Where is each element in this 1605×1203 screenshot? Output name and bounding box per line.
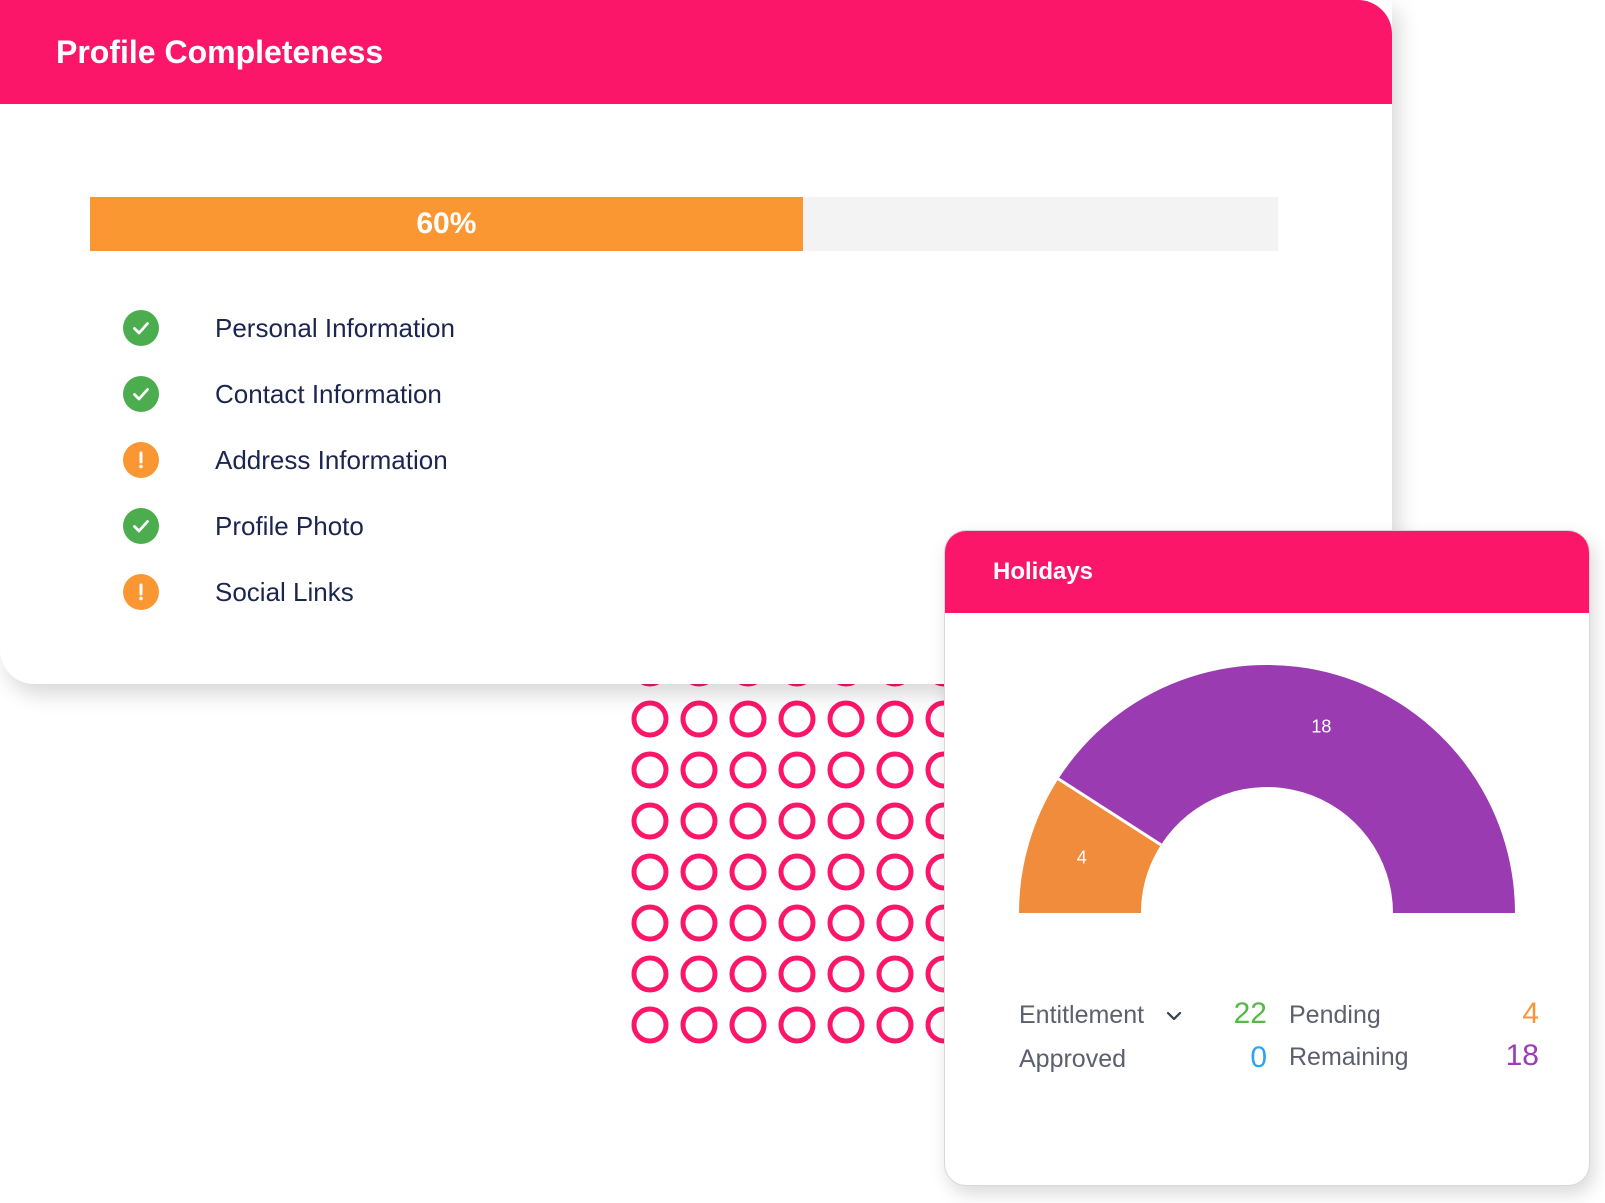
decorative-ring: [680, 751, 718, 789]
holidays-semi-donut-chart: 4 18: [1019, 665, 1515, 913]
checklist-item-personal-information[interactable]: Personal Information: [123, 295, 455, 361]
profile-completeness-card: Profile Completeness 60% Personal Inform…: [0, 0, 1392, 684]
entitlement-value: 22: [1233, 997, 1267, 1030]
decorative-ring: [778, 751, 816, 789]
decorative-ring: [876, 751, 914, 789]
profile-checklist: Personal Information Contact Information…: [123, 295, 455, 625]
remaining-label: Remaining: [1289, 1043, 1409, 1071]
decorative-ring: [827, 751, 865, 789]
checklist-item-label: Social Links: [215, 576, 354, 607]
decorative-circle-pattern: [631, 660, 948, 1044]
decorative-ring: [876, 1006, 914, 1044]
profile-card-header: Profile Completeness: [0, 0, 1392, 104]
decorative-ring: [827, 802, 865, 840]
chart-slice-remaining[interactable]: [1058, 665, 1515, 913]
decorative-ring: [876, 853, 914, 891]
decorative-ring: [827, 904, 865, 942]
decorative-ring: [876, 955, 914, 993]
checklist-item-label: Personal Information: [215, 312, 455, 343]
decorative-ring: [876, 700, 914, 738]
decorative-ring: [827, 700, 865, 738]
checklist-item-address-information[interactable]: Address Information: [123, 427, 455, 493]
decorative-ring: [827, 853, 865, 891]
decorative-ring: [876, 904, 914, 942]
checklist-item-label: Profile Photo: [215, 510, 364, 541]
checklist-item-social-links[interactable]: Social Links: [123, 559, 455, 625]
decorative-ring: [680, 802, 718, 840]
chevron-down-icon: [1166, 1011, 1182, 1020]
entitlement-label: Entitlement: [1019, 1001, 1145, 1029]
check-circle-icon: [123, 508, 159, 544]
decorative-ring: [631, 751, 669, 789]
decorative-ring: [680, 700, 718, 738]
holidays-card-title: Holidays: [993, 558, 1094, 585]
decorative-ring: [778, 700, 816, 738]
holidays-card: Holidays 4 18 Entitlement 22 Approved 0 …: [944, 530, 1590, 1186]
decorative-ring: [631, 802, 669, 840]
decorative-ring: [729, 700, 767, 738]
decorative-ring: [778, 853, 816, 891]
chart-data-label-pending: 4: [1077, 847, 1087, 867]
approved-value: 0: [1250, 1041, 1267, 1074]
decorative-ring: [680, 904, 718, 942]
decorative-ring: [680, 955, 718, 993]
chart-slice-divider: [1057, 777, 1162, 847]
decorative-ring: [631, 955, 669, 993]
decorative-ring: [778, 802, 816, 840]
profile-progress-bar: 60%: [90, 197, 1278, 251]
decorative-ring: [631, 700, 669, 738]
remaining-value: 18: [1505, 1039, 1539, 1072]
profile-progress-label: 60%: [416, 207, 477, 240]
chart-data-label-remaining: 18: [1311, 717, 1331, 737]
check-circle-icon: [123, 310, 159, 346]
profile-progress-fill: 60%: [90, 197, 803, 251]
pending-value: 4: [1522, 997, 1539, 1030]
approved-label: Approved: [1019, 1045, 1127, 1073]
entitlement-selector[interactable]: Entitlement: [1019, 1001, 1184, 1030]
decorative-ring: [729, 751, 767, 789]
decorative-ring: [827, 955, 865, 993]
decorative-ring: [778, 904, 816, 942]
decorative-ring: [729, 802, 767, 840]
decorative-ring: [631, 904, 669, 942]
decorative-ring: [827, 1006, 865, 1044]
decorative-ring: [778, 1006, 816, 1044]
pending-label: Pending: [1289, 1001, 1381, 1029]
checklist-item-label: Address Information: [215, 444, 448, 475]
check-circle-icon: [123, 376, 159, 412]
decorative-ring: [876, 802, 914, 840]
decorative-ring: [729, 955, 767, 993]
decorative-ring: [631, 1006, 669, 1044]
decorative-ring: [729, 1006, 767, 1044]
decorative-ring: [778, 955, 816, 993]
decorative-ring: [631, 853, 669, 891]
decorative-ring: [680, 1006, 718, 1044]
decorative-ring: [729, 904, 767, 942]
profile-card-title: Profile Completeness: [56, 33, 384, 70]
holidays-stats: Entitlement 22 Approved 0 Pending 4 Rema…: [1019, 997, 1539, 1101]
exclamation-circle-icon: [123, 574, 159, 610]
checklist-item-profile-photo[interactable]: Profile Photo: [123, 493, 455, 559]
decorative-ring: [729, 853, 767, 891]
holidays-card-header: Holidays: [945, 531, 1589, 613]
checklist-item-contact-information[interactable]: Contact Information: [123, 361, 455, 427]
chart-slice-pending[interactable]: [1019, 778, 1162, 913]
checklist-item-label: Contact Information: [215, 378, 442, 409]
decorative-ring: [680, 853, 718, 891]
exclamation-circle-icon: [123, 442, 159, 478]
